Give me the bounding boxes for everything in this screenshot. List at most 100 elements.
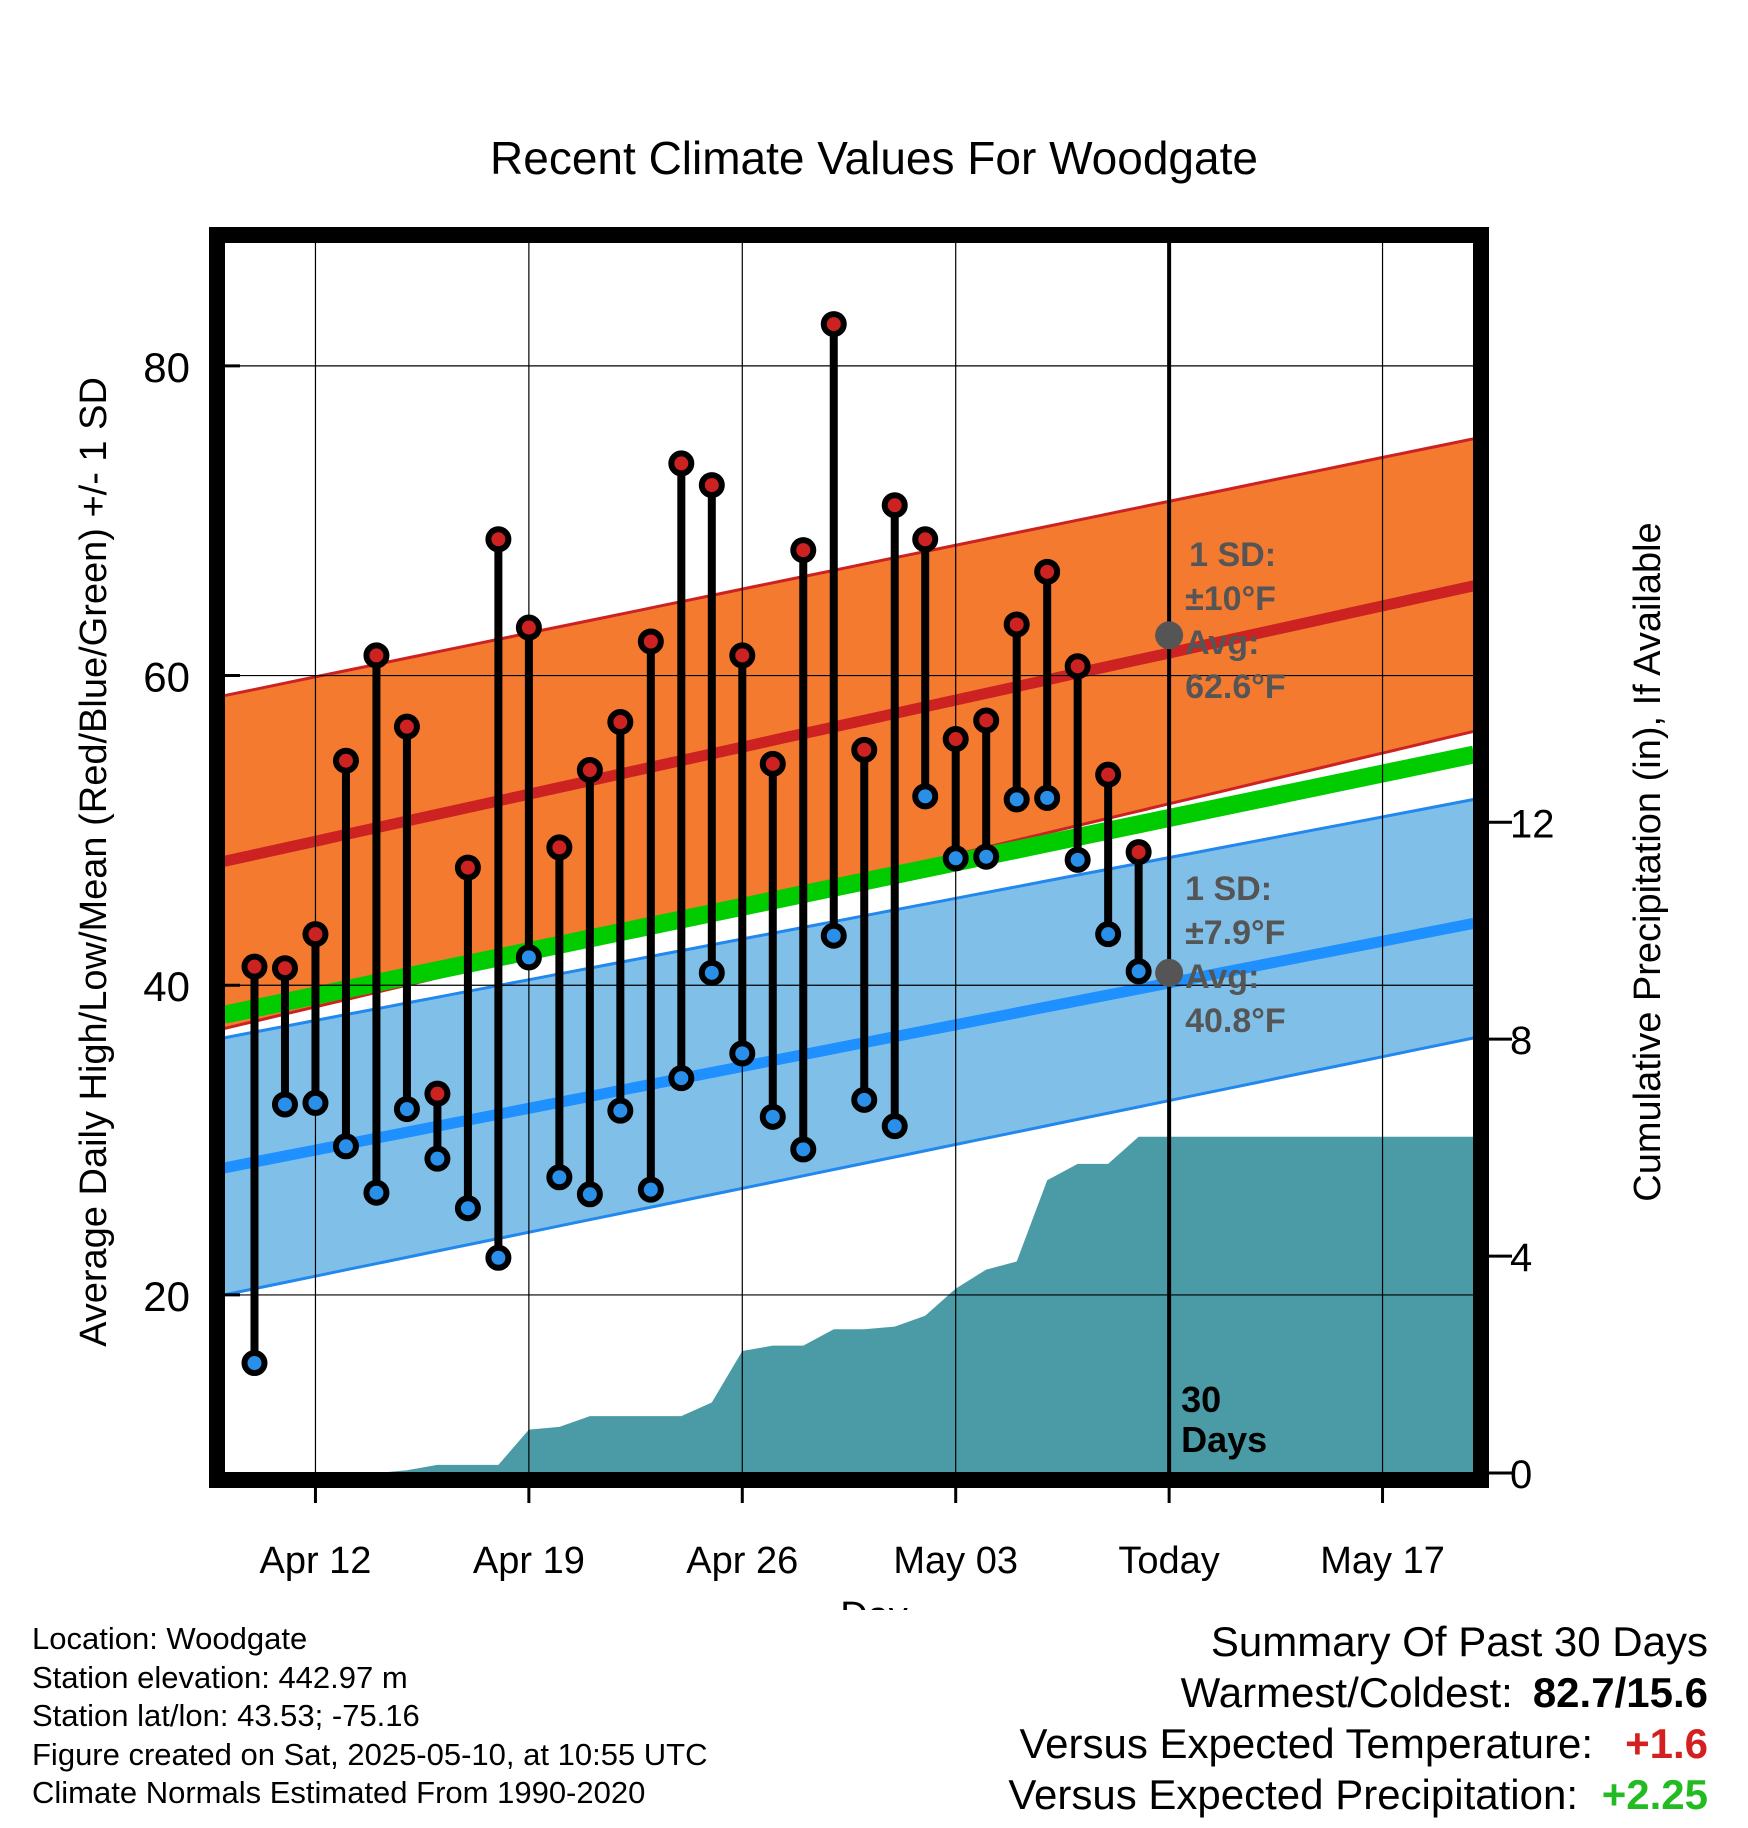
daily-high-point [851, 736, 878, 763]
daily-high-point [668, 450, 695, 477]
warmest-coldest-row: Warmest/Coldest: 82.7/15.6 [1008, 1667, 1708, 1718]
created-text: Figure created on Sat, 2025-05-10, at 10… [32, 1736, 708, 1772]
high-avg-value: 62.6°F [1185, 668, 1286, 706]
x-tick-label: Today [1118, 1540, 1219, 1582]
normals-text: Climate Normals Estimated From 1990-2020 [32, 1775, 646, 1810]
y-axis-label: Average Daily High/Low/Mean (Red/Blue/Gr… [73, 377, 115, 1347]
daily-high-point [302, 921, 329, 948]
mean-normal-line [222, 745, 1476, 1024]
daily-low-point [1003, 786, 1030, 813]
daily-low-point [576, 1181, 603, 1208]
low-lower-edge [223, 1036, 1475, 1297]
daily-low-point [1095, 921, 1122, 948]
precip-departure-row: Versus Expected Precipitation: +2.25 [1008, 1769, 1708, 1820]
daily-high-point [241, 953, 268, 980]
high-sd-label: 1 SD: [1189, 536, 1276, 574]
station-info: Location: Woodgate Station elevation: 44… [32, 1620, 708, 1813]
normal-annotations: 1 SD: ±10°F Avg: 62.6°F 1 SD: ±7.9°F Avg: 40.8°… [1155, 536, 1286, 1040]
precip-departure-label: Versus Expected Precipitation: [1008, 1771, 1578, 1818]
x-tick-label: Apr 19 [473, 1540, 585, 1582]
low-avg-label: Avg: [1185, 958, 1259, 996]
daily-low-point [759, 1103, 786, 1130]
high-avg-dot [1155, 621, 1184, 650]
daily-points [241, 311, 1152, 1377]
daily-low-point [1125, 958, 1152, 985]
daily-high-point [271, 955, 298, 982]
temperature-departure-row: Versus Expected Temperature: +1.6 [1008, 1718, 1708, 1769]
y-tick-label: 20 [143, 1273, 190, 1320]
y-tick-label: 80 [143, 344, 190, 391]
daily-low-point [271, 1091, 298, 1118]
high-sd-band [224, 438, 1474, 1029]
daily-low-point [241, 1350, 268, 1377]
low-sd-label: 1 SD: [1185, 870, 1272, 908]
y-tick-label: 60 [143, 654, 190, 701]
daily-low-point [912, 783, 939, 810]
daily-low-point [332, 1133, 359, 1160]
y2-tick-label: 4 [1510, 1236, 1532, 1280]
x-tick-label: May 03 [893, 1540, 1018, 1582]
today-days-label: Days [1181, 1419, 1267, 1460]
low-avg-dot [1155, 958, 1184, 987]
x-tick-label: Apr 12 [259, 1540, 371, 1582]
daily-low-point [729, 1040, 756, 1067]
daily-high-point [820, 311, 847, 338]
daily-high-point [637, 628, 664, 655]
daily-low-point [942, 845, 969, 872]
y-tick-label: 40 [143, 963, 190, 1010]
daily-low-point [1034, 784, 1061, 811]
elevation-text: Station elevation: 442.97 m [32, 1659, 408, 1695]
daily-low-point [698, 959, 725, 986]
temperature-departure-value: +1.6 [1625, 1720, 1708, 1767]
location-text: Location: Woodgate [32, 1621, 308, 1656]
daily-high-point [942, 726, 969, 753]
precipitation-area [224, 1136, 1474, 1473]
low-avg-value: 40.8°F [1185, 1002, 1286, 1040]
y2-tick-label: 0 [1510, 1453, 1532, 1497]
today-days-count: 30 [1181, 1379, 1221, 1420]
summary-title: Summary Of Past 30 Days [1210, 1618, 1708, 1665]
daily-high-point [698, 472, 725, 499]
climate-chart: Recent Climate Values For Woodgate 30Day… [73, 132, 1669, 1610]
daily-high-point [973, 707, 1000, 734]
cumulative-precip-area [224, 1136, 1474, 1473]
daily-low-point [820, 922, 847, 949]
daily-low-point [546, 1164, 573, 1191]
daily-high-point [1095, 761, 1122, 788]
daily-low-point [790, 1136, 817, 1163]
daily-high-point [1003, 611, 1030, 638]
high-mean-line [222, 580, 1476, 867]
daily-low-point [393, 1096, 420, 1123]
daily-low-point [881, 1113, 908, 1140]
daily-low-point [485, 1244, 512, 1271]
daily-high-point [485, 526, 512, 553]
temperature-departure-label: Versus Expected Temperature: [1019, 1720, 1593, 1767]
daily-high-point [424, 1080, 451, 1107]
low-upper-edge [223, 797, 1475, 1040]
daily-high-point [607, 709, 634, 736]
daily-high-point [912, 526, 939, 553]
daily-low-point [851, 1086, 878, 1113]
daily-high-point [546, 834, 573, 861]
daily-high-point [1125, 839, 1152, 866]
x-axis-label: Day [840, 1595, 908, 1610]
daily-high-point [1034, 558, 1061, 585]
axes: 20 40 60 80 0 4 8 12 Apr 12 Apr 19 Apr 26 May 03 Tod… [143, 344, 1554, 1582]
daily-low-point [363, 1179, 390, 1206]
daily-high-point [881, 492, 908, 519]
daily-high-point [393, 713, 420, 740]
daily-high-point [363, 642, 390, 669]
summary-panel: Summary Of Past 30 Days Warmest/Coldest:… [1008, 1616, 1708, 1820]
daily-low-point [1064, 846, 1091, 873]
x-tick-label: May 17 [1320, 1540, 1445, 1582]
plot-border [209, 227, 1489, 1488]
daily-high-point [790, 537, 817, 564]
precip-departure-value: +2.25 [1601, 1771, 1708, 1818]
daily-range-stems [250, 324, 1143, 1364]
high-avg-label: Avg: [1185, 624, 1259, 662]
daily-low-point [668, 1065, 695, 1092]
high-sd-value: ±10°F [1185, 580, 1276, 618]
daily-high-point [332, 747, 359, 774]
daily-low-point [302, 1089, 329, 1116]
